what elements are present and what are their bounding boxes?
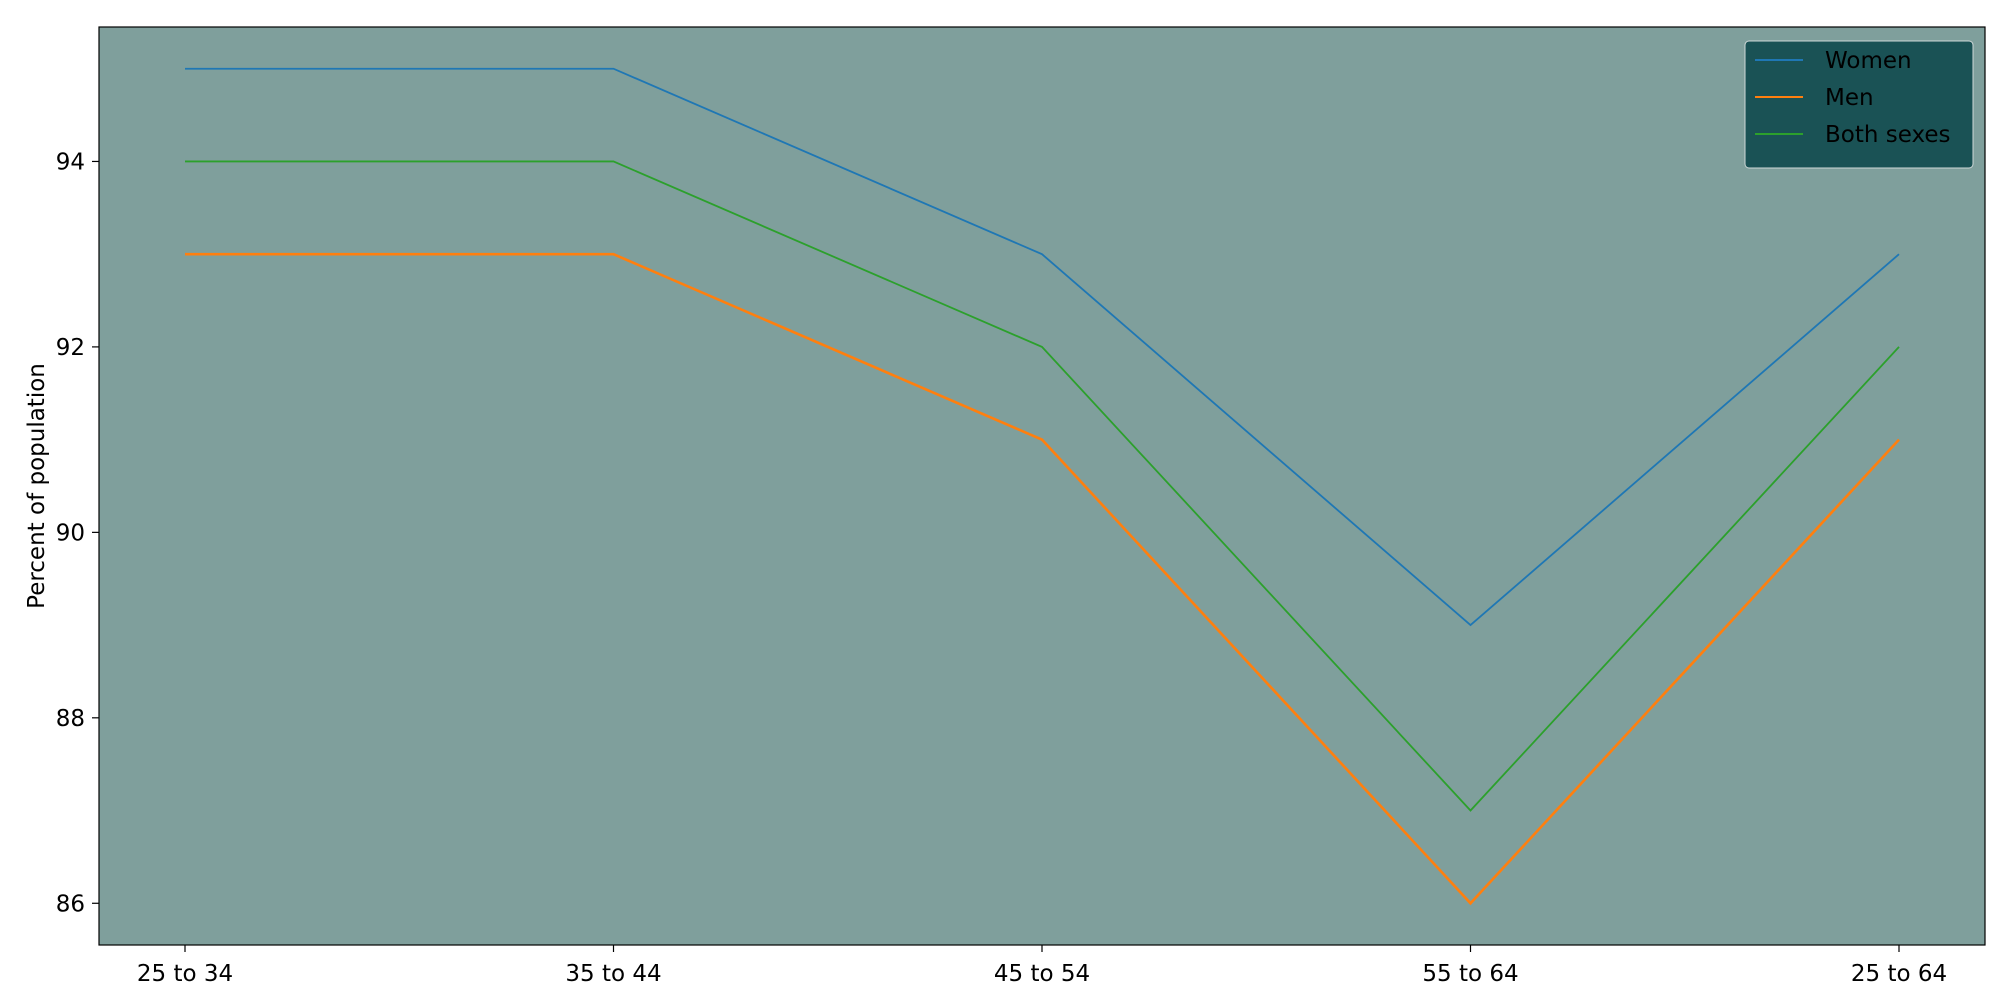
- series-line-women: [185, 67, 1900, 627]
- x-tick-label: 25 to 64: [1851, 961, 1947, 987]
- legend-box: [1744, 40, 1974, 169]
- series-line-men: [185, 252, 1900, 906]
- y-tick-label: 92: [56, 335, 85, 361]
- series-layer: [185, 67, 1900, 906]
- legend-label: Both sexes: [1825, 122, 1951, 148]
- y-axis-label: Percent of population: [24, 363, 50, 609]
- plot-area: [98, 26, 1986, 946]
- x-tick-label: 25 to 34: [137, 961, 233, 987]
- y-tick-label: 90: [56, 520, 85, 546]
- y-tick-label: 94: [56, 149, 85, 175]
- y-axis: 86 88 90 92 94: [56, 149, 99, 917]
- legend-label: Men: [1825, 85, 1874, 111]
- y-tick-label: 86: [56, 891, 85, 917]
- x-axis: 25 to 34 35 to 44 45 to 54 55 to 64 25 to 64: [137, 945, 1947, 987]
- legend-label: Women: [1825, 48, 1912, 74]
- series-line-both-sexes: [185, 160, 1900, 812]
- x-tick-label: 45 to 54: [994, 961, 1090, 987]
- y-tick-label: 88: [56, 706, 85, 732]
- x-tick-label: 35 to 44: [565, 961, 661, 987]
- legend: Women Men Both sexes: [1744, 40, 1974, 169]
- x-tick-label: 55 to 64: [1422, 961, 1518, 987]
